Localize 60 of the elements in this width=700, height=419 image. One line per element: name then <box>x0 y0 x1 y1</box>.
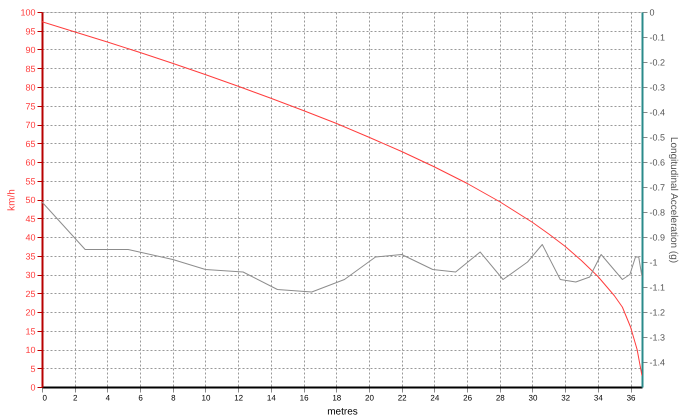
y-tick-label: 75 <box>25 101 36 112</box>
y-tick-label: 55 <box>25 176 36 186</box>
x-tick-label: 8 <box>171 394 176 402</box>
y-tick-label: 100 <box>20 8 36 18</box>
y2-tick-label: -1 <box>650 258 658 268</box>
x-tick-label: 22 <box>398 394 408 402</box>
y2-tick-label: -0.7 <box>650 182 666 192</box>
y-tick-label: 95 <box>25 26 36 36</box>
y-tick-label: 5 <box>30 364 36 374</box>
x-tick-label: 34 <box>594 394 604 402</box>
y-tick-label: 0 <box>30 382 36 392</box>
y2-axis-title: Longitudinal Acceleration (g) <box>668 136 680 264</box>
y2-tick-label: -0.9 <box>650 232 666 242</box>
y-tick-label: 90 <box>25 45 36 55</box>
y2-tick-label: -1.1 <box>650 282 666 292</box>
y-tick-label: 25 <box>25 288 36 299</box>
x-tick-label: 4 <box>106 394 111 402</box>
y2-tick-label: -0.5 <box>650 132 666 142</box>
y-tick-label: 70 <box>25 120 36 130</box>
y-tick-label: 20 <box>25 308 36 318</box>
y-tick-label: 50 <box>25 195 36 205</box>
y-tick-label: 35 <box>25 251 36 262</box>
y2-tick-label: -0.4 <box>650 108 666 118</box>
x-tick-label: 36 <box>626 394 636 402</box>
x-tick-label: 26 <box>463 394 473 402</box>
x-tick-label: 30 <box>528 394 538 402</box>
x-tick-label: 2 <box>72 394 78 402</box>
x-tick-label: 6 <box>138 394 144 402</box>
x-axis-title: metres <box>327 406 358 418</box>
y-tick-label: 40 <box>25 232 36 242</box>
y-tick-label: 80 <box>25 82 36 92</box>
y2-tick-label: -0.2 <box>650 58 666 68</box>
x-tick-label: 16 <box>300 394 310 402</box>
y2-tick-label: -0.3 <box>650 82 666 92</box>
y-tick-label: 15 <box>25 326 36 336</box>
x-tick-label: 12 <box>234 394 244 402</box>
line-series <box>42 21 642 376</box>
y-axis-title: km/h <box>6 189 18 211</box>
y-tick-label: 60 <box>25 158 36 168</box>
y-tick-label: 65 <box>25 138 36 149</box>
x-tick-label: 24 <box>430 394 440 402</box>
y2-tick-label: -1.2 <box>650 308 666 318</box>
x-tick-label: 18 <box>332 394 342 402</box>
x-tick-label: 20 <box>365 394 374 402</box>
y2-tick-label: -1.4 <box>650 358 666 368</box>
x-tick-label: 28 <box>496 394 506 402</box>
y2-tick-label: -1.3 <box>650 332 666 342</box>
y2-tick-label: -0.6 <box>650 158 666 168</box>
y-tick-label: 30 <box>25 270 36 280</box>
x-tick-label: 0 <box>42 394 48 402</box>
line-series <box>42 202 642 292</box>
y-tick-label: 45 <box>25 214 36 224</box>
y2-tick-label: 0 <box>650 8 655 18</box>
y-tick-label: 10 <box>25 345 36 355</box>
y-tick-label: 85 <box>25 64 36 74</box>
x-tick-label: 10 <box>202 394 211 402</box>
y2-tick-label: -0.8 <box>650 208 666 218</box>
x-tick-label: 32 <box>561 394 571 402</box>
x-tick-label: 14 <box>266 394 276 402</box>
y2-tick-label: -0.1 <box>650 32 666 42</box>
